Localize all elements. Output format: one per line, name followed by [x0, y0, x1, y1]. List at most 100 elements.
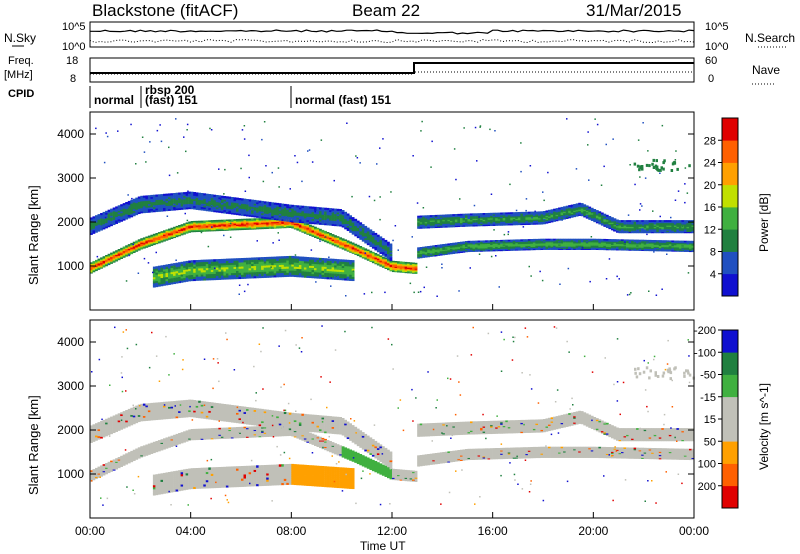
- scatter-cell: [354, 218, 358, 221]
- scatter-cell: [170, 267, 174, 271]
- scatter-cell: [92, 262, 96, 264]
- scatter-cell: [145, 198, 149, 201]
- scatter-cell: [193, 272, 197, 275]
- scatter-cell: [379, 258, 383, 261]
- scatter-cell: [603, 214, 607, 217]
- scatter-cell: [97, 259, 101, 262]
- scatter-cell: [321, 216, 325, 219]
- scatter-cell: [97, 264, 101, 266]
- scatter-cell: [142, 241, 146, 244]
- scatter-cell: [155, 206, 159, 209]
- scatter-cell: [598, 242, 602, 244]
- scatter-cell: [449, 248, 453, 250]
- scatter-cell: [324, 234, 327, 236]
- scatter-cell: [366, 234, 370, 237]
- scatter-cell: [165, 202, 169, 205]
- scatter-cell: [251, 220, 254, 223]
- scatter-cell: [303, 271, 307, 274]
- scatter-cell: [548, 216, 551, 218]
- scatter-cell: [600, 248, 604, 251]
- scatter-cell: [580, 214, 584, 217]
- scatter-cell: [230, 270, 234, 274]
- scatter-cell: [306, 226, 310, 229]
- scatter-cell: [173, 226, 176, 229]
- scatter-cell: [100, 223, 103, 226]
- scatter-cell: [283, 203, 287, 207]
- scatter-cell: [316, 233, 320, 235]
- scatter-cell: [414, 264, 418, 267]
- scatter-cell: [281, 264, 285, 267]
- scatter-cell: [238, 209, 242, 213]
- scatter-cell: [120, 248, 124, 251]
- scatter-cell: [502, 249, 506, 252]
- scatter-cell: [288, 209, 292, 212]
- scatter-cell: [548, 238, 551, 241]
- scatter-cell: [354, 248, 358, 250]
- scatter-cell: [266, 211, 270, 215]
- scatter-cell: [444, 246, 448, 249]
- scatter-cell: [236, 266, 239, 269]
- scatter-cell: [434, 226, 438, 229]
- scatter-cell: [334, 267, 337, 270]
- scatter-cell: [301, 268, 305, 272]
- scatter-cell: [447, 225, 451, 228]
- scatter-cell: [248, 261, 252, 265]
- scatter-cell: [490, 245, 493, 248]
- scatter-cell: [321, 276, 325, 279]
- scatter-cell: [429, 254, 433, 256]
- scatter-cell: [520, 211, 524, 214]
- scatter-cell: [225, 199, 229, 202]
- scatter-cell: [613, 227, 617, 229]
- scatter-cell: [223, 219, 227, 222]
- scatter-cell: [97, 268, 101, 270]
- scatter-cell: [296, 266, 300, 269]
- scatter-cell: [263, 275, 267, 278]
- scatter-cell: [424, 226, 428, 229]
- scatter-cell: [298, 272, 302, 276]
- scatter-cell: [183, 229, 186, 232]
- scatter-cell: [223, 264, 227, 268]
- scatter-cell: [233, 222, 237, 224]
- scatter-cell: [349, 242, 353, 245]
- scatter-cell: [243, 220, 247, 223]
- scatter-cell: [173, 196, 176, 199]
- scatter-cell: [359, 237, 363, 240]
- scatter-cell: [568, 207, 572, 210]
- scatter-cell: [132, 244, 136, 247]
- scatter-cell: [102, 215, 106, 218]
- scatter-cell: [356, 247, 360, 249]
- scatter-cell: [314, 213, 317, 216]
- scatter-cell: [548, 240, 551, 243]
- scatter-cell: [319, 234, 322, 236]
- scatter-cell: [316, 261, 320, 265]
- scatter-cell: [293, 264, 297, 267]
- scatter-cell: [616, 222, 619, 224]
- scatter-cell: [384, 261, 388, 263]
- scatter-cell: [500, 239, 504, 242]
- scatter-cell: [588, 244, 592, 246]
- scatter-cell: [336, 215, 340, 218]
- scatter-cell: [565, 241, 569, 244]
- scatter-cell: [213, 259, 217, 262]
- scatter-cell: [585, 245, 589, 247]
- scatter-cell: [261, 267, 264, 270]
- scatter-cell: [155, 284, 159, 288]
- scatter-cell: [110, 215, 113, 218]
- scatter-cell: [97, 219, 101, 222]
- scatter-cell: [203, 224, 207, 227]
- scatter-cell: [183, 193, 186, 196]
- scatter-cell: [570, 212, 574, 214]
- scatter-cell: [165, 276, 169, 280]
- scatter-cell: [376, 238, 380, 241]
- scatter-cell: [344, 227, 348, 230]
- scatter-cell: [210, 271, 214, 275]
- scatter-cell: [258, 222, 262, 224]
- scatter-cell: [434, 247, 438, 249]
- scatter-cell: [286, 260, 290, 263]
- scatter-cell: [173, 269, 176, 272]
- scatter-cell: [361, 237, 365, 240]
- scatter-cell: [306, 265, 310, 268]
- scatter-cell: [319, 228, 322, 231]
- scatter-cell: [369, 260, 373, 262]
- scatter-cell: [188, 198, 192, 201]
